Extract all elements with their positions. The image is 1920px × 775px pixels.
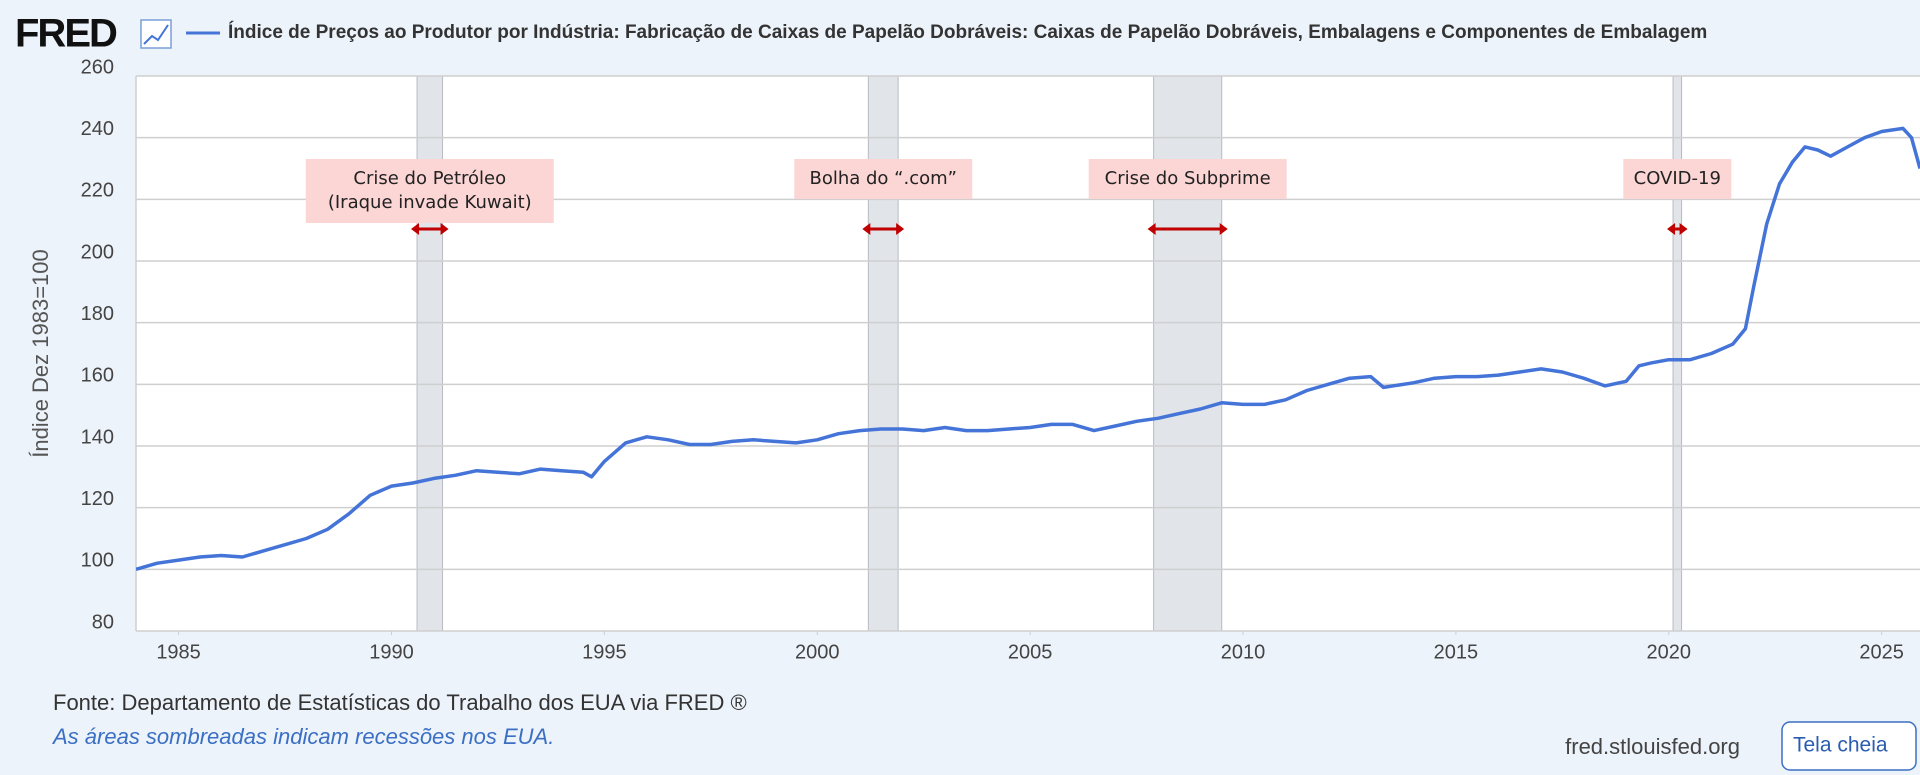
note: As áreas sombreadas indicam recessões no… (51, 724, 554, 749)
y-tick-label: 220 (81, 180, 114, 202)
source: Fonte: Departamento de Estatísticas do T… (53, 690, 747, 715)
y-tick-label: 120 (81, 488, 114, 510)
annotation-box (305, 159, 554, 223)
arrow-head (411, 223, 449, 235)
y-tick-label: 100 (81, 550, 114, 572)
x-tick-label: 2015 (1434, 641, 1479, 663)
y-axis-label: Índice Dez 1983=100 (28, 249, 53, 458)
annotation-text: Bolha do “.com” (809, 168, 957, 189)
y-tick-label: 140 (81, 426, 114, 448)
annotation-box (794, 159, 973, 199)
data-line (136, 126, 1920, 571)
y-tick-label: 200 (81, 241, 114, 263)
logo: FRED (15, 12, 117, 56)
annotation-box (1623, 159, 1732, 199)
y-tick-label: 180 (81, 303, 114, 325)
x-tick-label: 1995 (582, 641, 627, 663)
x-tick-label: 2000 (795, 641, 840, 663)
y-tick-label: 80 (92, 611, 114, 633)
x-tick-label: 2005 (1008, 641, 1053, 663)
y-tick-label: 240 (81, 118, 114, 140)
y-tick-label: 260 (81, 56, 114, 78)
y-tick-label: 160 (81, 365, 114, 387)
annotation-box (1088, 159, 1287, 199)
annotation-text: (Iraque invade Kuwait) (328, 192, 532, 213)
arrow-head (1667, 223, 1688, 235)
x-tick-label: 2025 (1859, 641, 1904, 663)
x-tick-label: 1985 (156, 641, 201, 663)
annotation-text: Crise do Subprime (1105, 168, 1271, 189)
annotation-text: COVID-19 (1634, 168, 1721, 189)
site-link: fred.stlouisfed.org (1565, 734, 1740, 759)
logo-icon (140, 19, 172, 49)
x-tick-label: 1990 (369, 641, 414, 663)
button-frame (1781, 721, 1917, 771)
x-tick-label: 2010 (1221, 641, 1266, 663)
x-tick-label: 2020 (1647, 641, 1692, 663)
annotation-text: Crise do Petróleo (353, 168, 506, 189)
chart-title: Índice de Preços ao Produtor por Indústr… (228, 21, 1707, 43)
button-label: Tela cheia (1793, 734, 1888, 757)
series-group (136, 126, 1920, 571)
fullscreen-button[interactable]: Tela cheia (1781, 721, 1917, 771)
